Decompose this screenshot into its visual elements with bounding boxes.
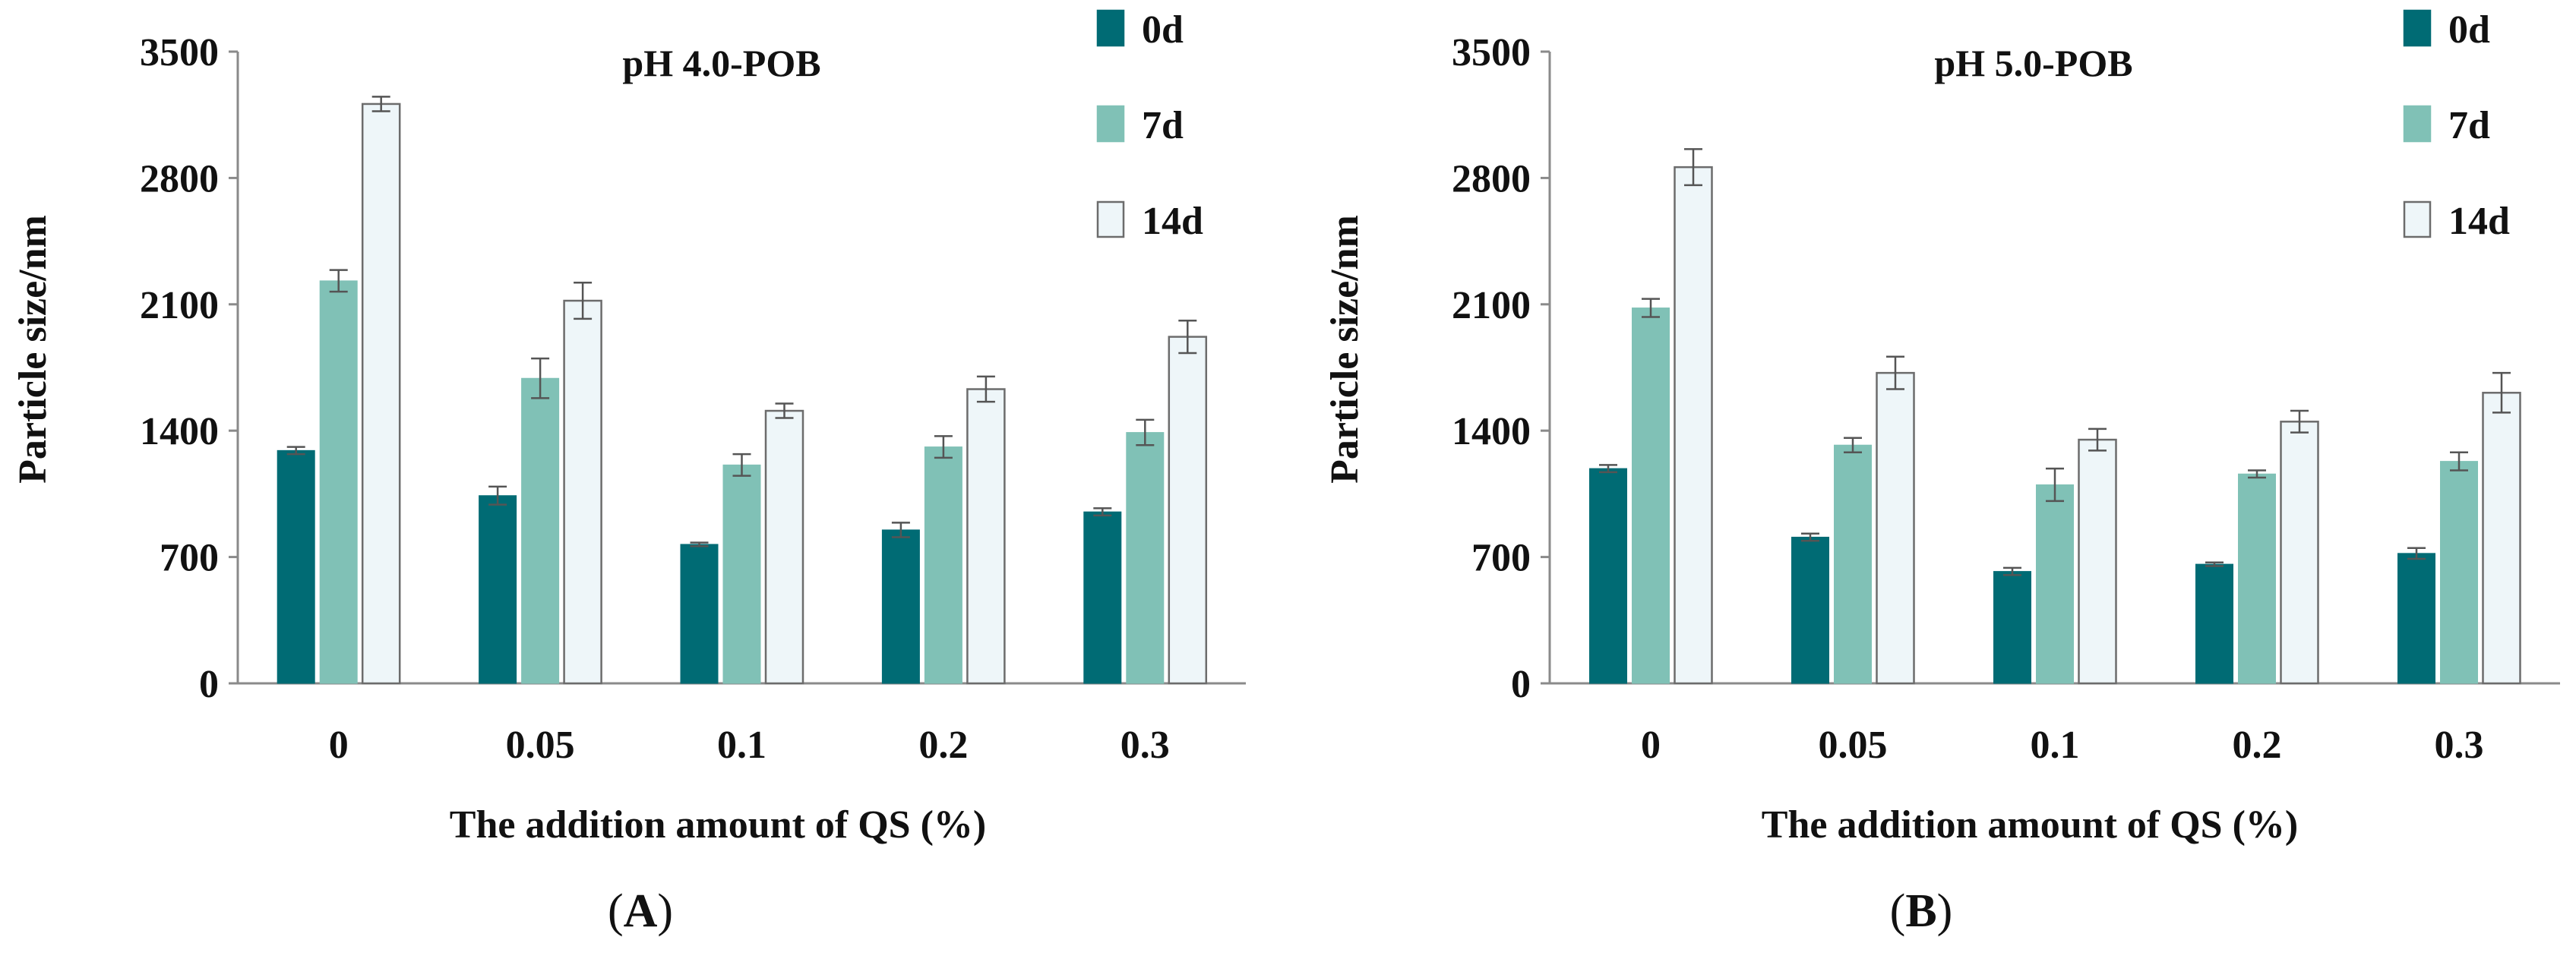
bar-7d-0_05 bbox=[521, 377, 560, 684]
y-tick-label: 1400 bbox=[140, 410, 219, 453]
y-tick-label: 700 bbox=[160, 537, 219, 580]
bar-0d-0_05 bbox=[1791, 536, 1829, 684]
bar-14d-0_05 bbox=[563, 299, 602, 685]
panel-letter: A bbox=[624, 885, 658, 937]
y-tick-label: 2800 bbox=[140, 157, 219, 200]
bar-7d-0_2 bbox=[2238, 473, 2276, 684]
y-tick-label: 3500 bbox=[140, 31, 219, 74]
y-tick-label: 700 bbox=[1471, 537, 1531, 580]
bar-14d-0_1 bbox=[2078, 438, 2117, 685]
chart-title: pH 4.0-POB bbox=[622, 42, 820, 84]
bar-7d-0_3 bbox=[2440, 461, 2478, 684]
y-axis-title: Particle size/nm bbox=[11, 215, 55, 484]
chart-title: pH 5.0-POB bbox=[1934, 42, 2132, 84]
bar-14d-0_3 bbox=[1168, 336, 1208, 685]
bar-14d-0 bbox=[1674, 166, 1713, 685]
x-tick-label: 0 bbox=[329, 724, 349, 767]
panel-label: (A) bbox=[608, 885, 673, 937]
y-tick-label: 2800 bbox=[1452, 157, 1531, 200]
x-tick-label: 0 bbox=[1641, 724, 1661, 767]
panel-letter: B bbox=[1905, 885, 1936, 937]
bar-0d-0_3 bbox=[2397, 553, 2435, 684]
y-tick-label: 2100 bbox=[140, 284, 219, 327]
legend-swatch-0d bbox=[2403, 9, 2432, 47]
y-tick-label: 0 bbox=[199, 663, 219, 706]
bar-0d-0_3 bbox=[1083, 511, 1122, 684]
bar-0d-0_05 bbox=[479, 495, 517, 684]
bar-0d-0_1 bbox=[680, 544, 719, 684]
bar-0d-0_2 bbox=[881, 529, 920, 684]
legend-label-0d: 0d bbox=[2448, 8, 2490, 52]
y-tick-label: 3500 bbox=[1452, 31, 1531, 74]
panel-label: (B) bbox=[1890, 885, 1953, 937]
legend-swatch-7d bbox=[1096, 105, 1125, 143]
legend-swatch-0d bbox=[1096, 9, 1125, 47]
bar-7d-0 bbox=[319, 280, 358, 684]
legend-swatch-7d bbox=[2403, 105, 2432, 143]
y-tick-label: 0 bbox=[1511, 663, 1531, 706]
bar-0d-0_1 bbox=[1993, 571, 2031, 684]
chart-panel-a: Particle size/nm pH 4.0-POB The addition… bbox=[11, 8, 1246, 937]
x-tick-label: 0.05 bbox=[1819, 724, 1888, 767]
legend-label-7d: 7d bbox=[2448, 104, 2490, 147]
x-tick-label: 0.2 bbox=[2233, 724, 2282, 767]
legend-swatch-14d bbox=[1096, 200, 1125, 238]
bar-14d-0_2 bbox=[966, 388, 1006, 685]
bar-7d-0_2 bbox=[924, 446, 962, 684]
y-axis-title: Particle size/nm bbox=[1323, 215, 1367, 484]
bar-0d-0_2 bbox=[2195, 563, 2233, 684]
y-tick-label: 1400 bbox=[1452, 410, 1531, 453]
legend-label-14d: 14d bbox=[1142, 200, 1203, 243]
x-axis-title: The addition amount of QS (%) bbox=[450, 803, 986, 847]
x-tick-label: 0.05 bbox=[506, 724, 575, 767]
legend-label-14d: 14d bbox=[2448, 200, 2510, 243]
x-tick-label: 0.1 bbox=[2031, 724, 2080, 767]
bar-7d-0 bbox=[1632, 308, 1670, 684]
x-tick-label: 0.1 bbox=[717, 724, 766, 767]
legend-label-0d: 0d bbox=[1142, 8, 1184, 52]
bar-7d-0_3 bbox=[1126, 432, 1165, 684]
y-tick-label: 2100 bbox=[1452, 284, 1531, 327]
bar-14d-0 bbox=[361, 103, 401, 685]
x-tick-label: 0.3 bbox=[1120, 724, 1170, 767]
legend-label-7d: 7d bbox=[1142, 104, 1184, 147]
bar-7d-0_1 bbox=[722, 464, 761, 684]
bar-14d-0_3 bbox=[2482, 392, 2521, 685]
bar-7d-0_1 bbox=[2036, 484, 2074, 684]
chart-panel-b: Particle size/nm pH 5.0-POB The addition… bbox=[1323, 8, 2560, 937]
bar-0d-0 bbox=[277, 449, 315, 684]
x-axis-title: The addition amount of QS (%) bbox=[1762, 803, 2298, 847]
x-tick-label: 0.3 bbox=[2435, 724, 2484, 767]
bar-14d-0_2 bbox=[2280, 421, 2319, 685]
bar-0d-0 bbox=[1589, 468, 1627, 684]
x-tick-label: 0.2 bbox=[918, 724, 968, 767]
bar-14d-0_1 bbox=[764, 409, 804, 685]
bar-14d-0_05 bbox=[1876, 371, 1915, 685]
bar-7d-0_05 bbox=[1834, 444, 1872, 684]
legend-swatch-14d bbox=[2403, 200, 2432, 238]
